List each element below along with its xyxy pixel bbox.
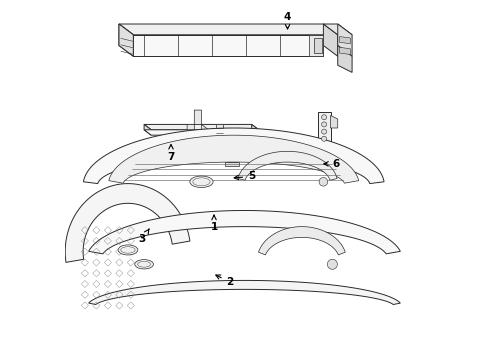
Circle shape [321,115,326,120]
Polygon shape [330,116,337,128]
Circle shape [326,259,337,269]
Polygon shape [314,39,321,53]
Polygon shape [144,125,258,130]
Text: 7: 7 [167,145,174,162]
Polygon shape [108,135,358,183]
Polygon shape [308,35,323,56]
Polygon shape [88,211,400,254]
Ellipse shape [118,245,138,255]
Polygon shape [144,125,151,135]
Text: 3: 3 [139,229,149,244]
Polygon shape [187,110,208,130]
Polygon shape [65,184,189,262]
Text: 4: 4 [283,12,291,29]
Polygon shape [312,146,335,155]
Polygon shape [317,112,330,146]
Text: 6: 6 [323,159,339,169]
Polygon shape [258,227,345,255]
Polygon shape [88,280,400,305]
Polygon shape [119,24,133,56]
Polygon shape [251,125,258,135]
Polygon shape [224,162,239,166]
Text: 2: 2 [215,275,233,287]
Ellipse shape [135,260,153,269]
Polygon shape [119,24,337,35]
Polygon shape [337,24,351,56]
Polygon shape [337,45,351,72]
Circle shape [321,136,326,141]
Circle shape [319,177,327,186]
Ellipse shape [189,176,213,188]
Polygon shape [119,24,133,56]
Polygon shape [215,125,223,142]
Polygon shape [339,37,349,44]
Polygon shape [323,24,337,56]
Polygon shape [133,35,323,56]
Polygon shape [83,128,383,184]
Polygon shape [144,130,258,135]
Polygon shape [339,47,349,54]
Polygon shape [323,24,351,35]
Polygon shape [228,148,235,162]
Circle shape [321,129,326,134]
Text: 1: 1 [210,215,217,231]
Polygon shape [238,151,336,180]
Circle shape [321,122,326,127]
Text: 5: 5 [234,171,255,181]
